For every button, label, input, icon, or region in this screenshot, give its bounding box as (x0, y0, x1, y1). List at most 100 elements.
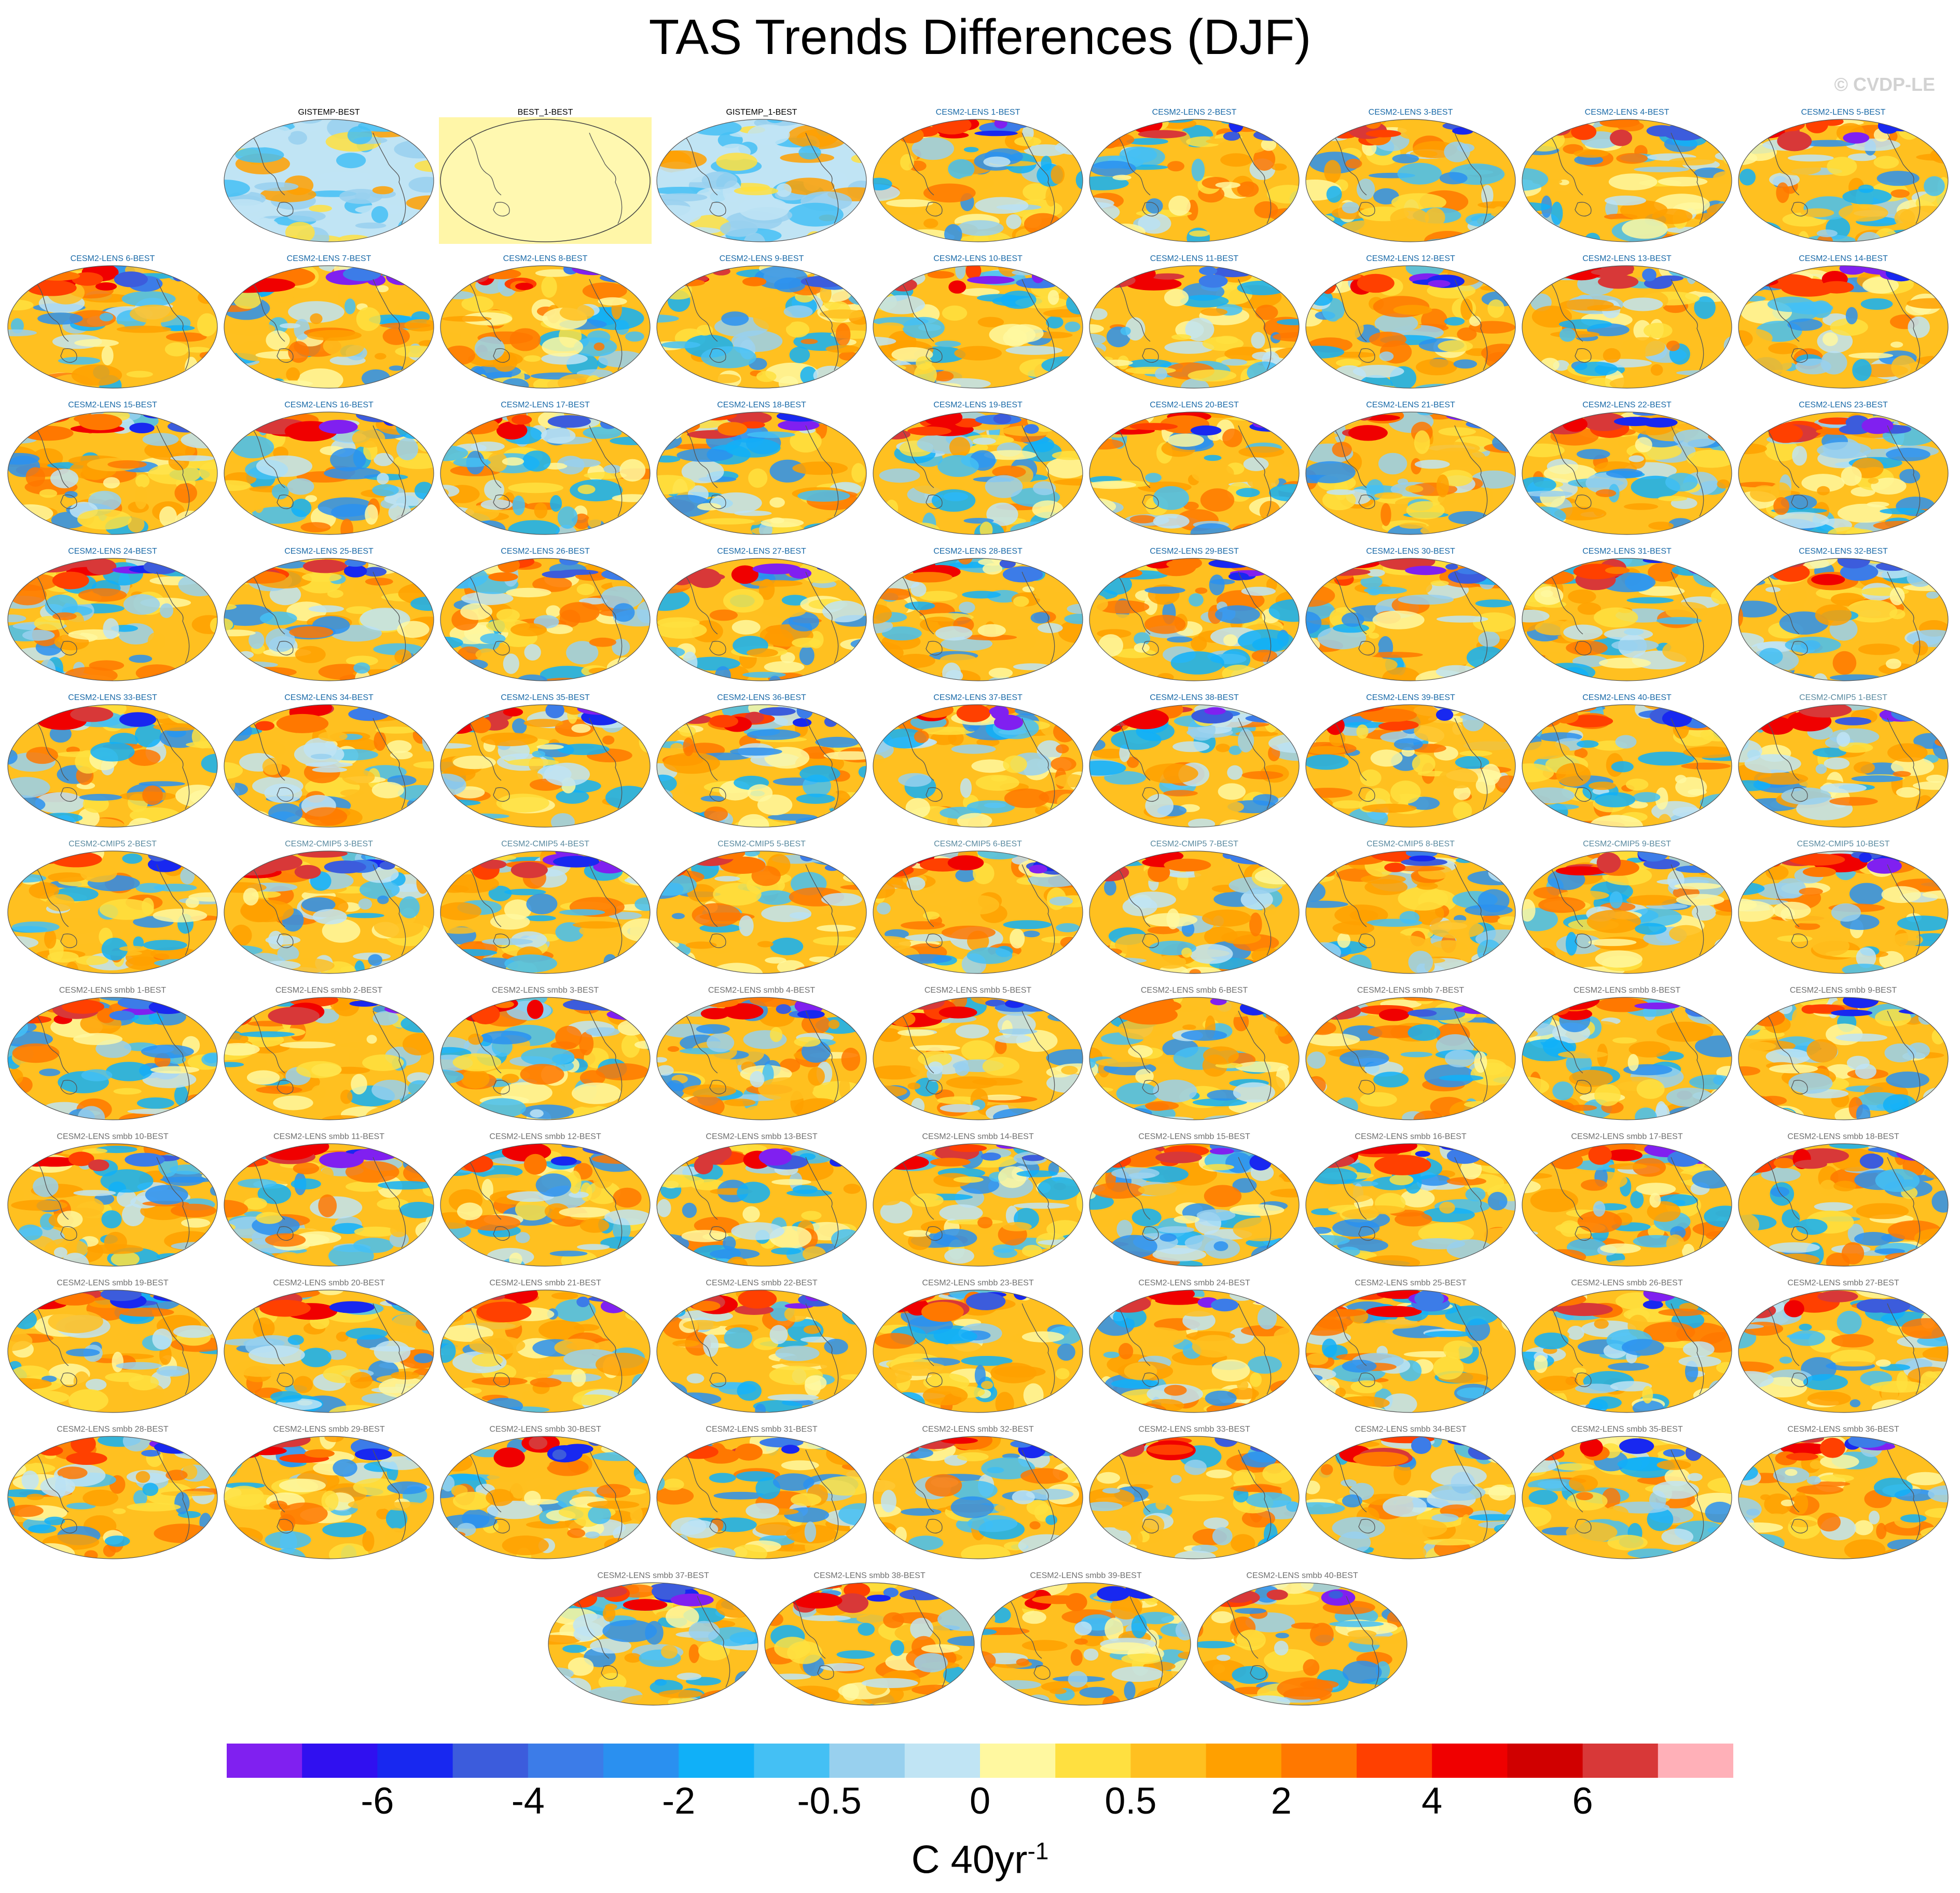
globe-outline (1089, 704, 1300, 828)
globe-outline (1738, 1436, 1949, 1559)
globe-map (1305, 704, 1516, 828)
globe-outline (440, 558, 651, 681)
coastlines (902, 1444, 1064, 1541)
globe-outline (1305, 558, 1516, 681)
panel-title: CESM2-LENS smbb 17-BEST (1571, 1132, 1683, 1141)
panel-title: CESM2-CMIP5 3-BEST (285, 840, 373, 848)
trend-field (8, 1144, 217, 1266)
globe-map (224, 1290, 434, 1413)
trend-field (873, 119, 1083, 242)
globe-outline (440, 411, 651, 535)
coastlines (37, 1151, 199, 1249)
coastlines (253, 273, 415, 371)
panel-title: CESM2-LENS 1-BEST (935, 108, 1020, 117)
trend-field (1197, 1583, 1407, 1705)
trend-field (1738, 851, 1948, 973)
map-panel: CESM2-LENS 33-BEST (6, 693, 219, 829)
globe-outline (656, 704, 867, 828)
coastlines (470, 273, 631, 371)
map-panel: CESM2-LENS smbb 16-BEST (1304, 1132, 1517, 1268)
coastlines (1768, 1005, 1929, 1102)
trend-field (1089, 705, 1299, 827)
trend-field (1522, 412, 1732, 534)
trend-field (1738, 997, 1948, 1120)
globe-outline (981, 1582, 1191, 1706)
coastlines (1768, 712, 1929, 810)
trend-field (440, 705, 650, 827)
panel-title: CESM2-LENS 22-BEST (1582, 401, 1672, 409)
panel-title: CESM2-LENS smbb 36-BEST (1787, 1425, 1899, 1434)
coastlines (1335, 1444, 1497, 1541)
trend-field (1089, 1436, 1299, 1559)
globe-map (224, 704, 434, 828)
panel-title: CESM2-CMIP5 9-BEST (1583, 840, 1671, 848)
globe-outline (764, 1582, 975, 1706)
map-panel: CESM2-LENS smbb 24-BEST (1088, 1279, 1301, 1415)
trend-field (1089, 266, 1299, 388)
coastlines (902, 566, 1064, 663)
map-panel: GISTEMP-BEST (223, 108, 435, 244)
panel-title: CESM2-LENS 9-BEST (719, 254, 804, 263)
map-panel: CESM2-LENS 19-BEST (872, 401, 1084, 537)
globe-outline (1738, 1290, 1949, 1413)
globe-map (7, 997, 218, 1120)
globe-outline (1522, 1290, 1732, 1413)
globe-map (656, 265, 867, 389)
globe-outline (224, 558, 434, 681)
map-panel: CESM2-LENS 27-BEST (655, 547, 868, 683)
panel-title: CESM2-LENS 38-BEST (1150, 693, 1239, 702)
colorbar-tick-label: -2 (662, 1780, 696, 1822)
map-panel: BEST_1-BEST (439, 108, 652, 244)
map-panel: CESM2-LENS smbb 25-BEST (1304, 1279, 1517, 1415)
globe-outline (224, 851, 434, 974)
trend-field (1306, 1436, 1515, 1559)
coastlines (686, 1297, 848, 1395)
coastlines (1119, 1005, 1280, 1102)
map-panel: CESM2-LENS 21-BEST (1304, 401, 1517, 537)
map-panel: CESM2-LENS smbb 40-BEST (1196, 1571, 1409, 1707)
globe-map (764, 1582, 975, 1706)
globe-map (1522, 704, 1732, 828)
panel-title: CESM2-CMIP5 8-BEST (1367, 840, 1455, 848)
trend-field (873, 412, 1083, 534)
globe-map (1305, 411, 1516, 535)
map-panel: CESM2-LENS smbb 27-BEST (1737, 1279, 1950, 1415)
coastlines (470, 1444, 631, 1541)
panel-title: CESM2-LENS 17-BEST (501, 401, 590, 409)
map-panel: CESM2-LENS smbb 18-BEST (1737, 1132, 1950, 1268)
globe-map (1522, 1290, 1732, 1413)
globe-map (1522, 997, 1732, 1120)
map-panel: CESM2-LENS smbb 17-BEST (1521, 1132, 1733, 1268)
panel-title: CESM2-LENS smbb 15-BEST (1138, 1132, 1250, 1141)
trend-field (548, 1583, 758, 1705)
coastlines (37, 1444, 199, 1541)
panel-title: CESM2-LENS 36-BEST (717, 693, 806, 702)
panel-title: CESM2-LENS smbb 2-BEST (275, 986, 383, 995)
globe-outline (1522, 411, 1732, 535)
map-panel: CESM2-LENS smbb 28-BEST (6, 1425, 219, 1561)
globe-map (1089, 997, 1300, 1120)
trend-field (981, 1583, 1191, 1705)
globe-map (1738, 1143, 1949, 1267)
coastlines (1551, 1297, 1713, 1395)
panel-title: CESM2-LENS smbb 24-BEST (1138, 1279, 1250, 1287)
globe-map (440, 558, 651, 681)
globe-map (873, 265, 1083, 389)
globe-outline (1738, 265, 1949, 389)
globe-map (1305, 1143, 1516, 1267)
coastlines (1551, 1444, 1713, 1541)
coastlines (1768, 858, 1929, 956)
trend-field (1089, 119, 1299, 242)
panel-title: CESM2-LENS smbb 9-BEST (1789, 986, 1897, 995)
map-panel: CESM2-LENS smbb 39-BEST (979, 1571, 1192, 1707)
coastlines (902, 1005, 1064, 1102)
trend-field (1522, 851, 1732, 973)
panel-title: CESM2-LENS 15-BEST (68, 401, 157, 409)
coastlines (686, 566, 848, 663)
colorbar-swatch (980, 1744, 1056, 1778)
panel-title: CESM2-LENS smbb 29-BEST (273, 1425, 385, 1434)
coastlines (470, 127, 631, 224)
coastlines (253, 712, 415, 810)
globe-map (656, 558, 867, 681)
panel-title: CESM2-LENS smbb 32-BEST (922, 1425, 1034, 1434)
